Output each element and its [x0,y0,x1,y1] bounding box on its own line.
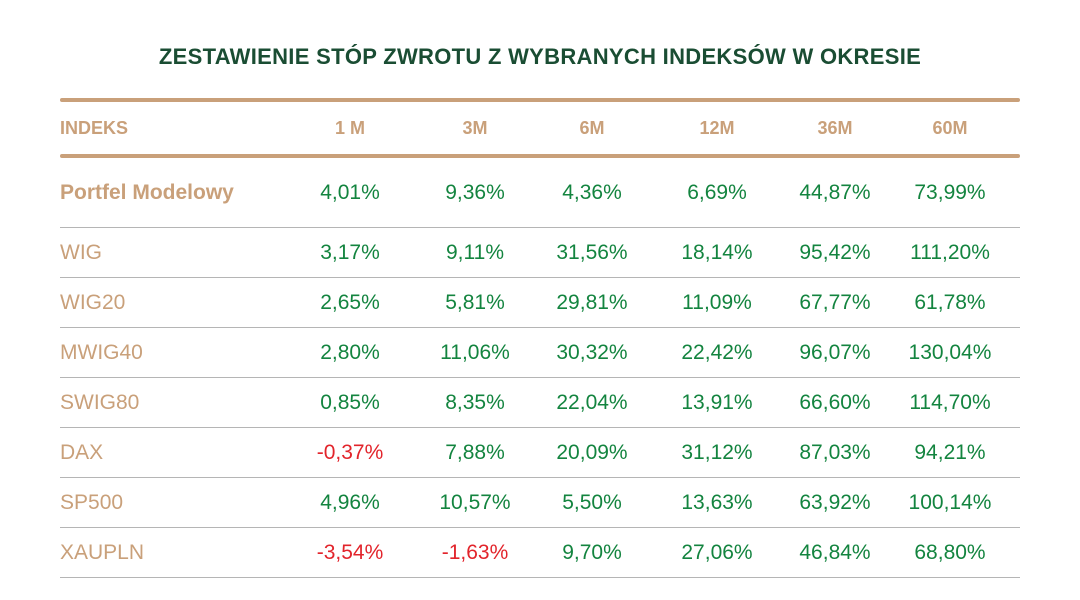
table-row: WIG 3,17% 9,11% 31,56% 18,14% 95,42% 111… [60,228,1020,278]
table-row: SWIG80 0,85% 8,35% 22,04% 13,91% 66,60% … [60,378,1020,428]
return-cell: 4,01% [320,180,380,204]
return-cell: 11,09% [682,290,752,314]
return-cell: 3,17% [320,240,380,264]
index-name: MWIG40 [60,340,143,364]
return-cell: -1,63% [441,540,509,564]
return-cell: 68,80% [914,540,986,564]
return-cell: 9,36% [445,180,505,204]
return-cell: 100,14% [908,490,992,514]
table-row: MWIG40 2,80% 11,06% 30,32% 22,42% 96,07%… [60,328,1020,378]
index-name: Portfel Modelowy [60,180,234,204]
return-cell: 27,06% [681,540,753,564]
table-top-rule [60,98,1020,102]
return-cell: 73,99% [914,180,986,204]
return-cell: 8,35% [445,390,505,414]
page-title: ZESTAWIENIE STÓP ZWROTU Z WYBRANYCH INDE… [158,44,922,69]
header-60m: 60M [932,117,968,138]
return-cell: 96,07% [799,340,871,364]
return-cell: 9,70% [562,540,622,564]
return-cell: 4,36% [562,180,622,204]
return-cell: 31,56% [556,240,628,264]
return-cell: 31,12% [681,440,753,464]
return-cell: 66,60% [799,390,871,414]
return-cell: 2,65% [320,290,380,314]
return-cell: 111,20% [910,240,990,264]
return-cell: 87,03% [799,440,871,464]
return-cell: 67,77% [799,290,871,314]
return-cell: 5,50% [562,490,622,514]
table-row: DAX -0,37% 7,88% 20,09% 31,12% 87,03% 94… [60,428,1020,478]
return-cell: 6,69% [687,180,747,204]
return-cell: 18,14% [681,240,753,264]
return-cell: 22,42% [681,340,753,364]
return-cell: 9,11% [446,240,504,264]
return-cell: 114,70% [909,390,991,414]
table-row: WIG20 2,65% 5,81% 29,81% 11,09% 67,77% 6… [60,278,1020,328]
return-cell: 94,21% [914,440,986,464]
return-cell: -3,54% [316,540,384,564]
return-cell: 5,81% [445,290,505,314]
header-36m: 36M [817,117,853,138]
header-6m: 6M [579,117,605,138]
return-cell: 130,04% [908,340,992,364]
table-header-row: INDEKS 1 M 3M 6M 12M 36M 60M [60,102,1020,154]
return-cell: 22,04% [556,390,628,414]
header-1m: 1 M [334,117,365,138]
table-body: Portfel Modelowy 4,01% 9,36% 4,36% 6,69%… [60,158,1020,578]
return-cell: 2,80% [320,340,380,364]
return-cell: 13,91% [681,390,753,414]
return-cell: -0,37% [316,440,384,464]
index-name: SP500 [60,490,124,514]
header-3m: 3M [462,117,488,138]
index-name: DAX [60,440,104,464]
table-header-rule [60,154,1020,158]
return-cell: 10,57% [439,490,511,514]
index-name: WIG [60,240,102,264]
return-cell: 0,85% [320,390,380,414]
return-cell: 7,88% [445,440,505,464]
return-cell: 29,81% [556,290,628,314]
return-cell: 46,84% [799,540,871,564]
return-cell: 13,63% [681,490,753,514]
returns-table: INDEKS 1 M 3M 6M 12M 36M 60M Portfel Mod… [60,98,1020,578]
index-name: SWIG80 [60,390,140,414]
return-cell: 4,96% [320,490,380,514]
return-cell: 20,09% [556,440,628,464]
table-row: Portfel Modelowy 4,01% 9,36% 4,36% 6,69%… [60,158,1020,228]
return-cell: 95,42% [799,240,871,264]
table-row: SP500 4,96% 10,57% 5,50% 13,63% 63,92% 1… [60,478,1020,528]
return-cell: 44,87% [799,180,871,204]
index-name: WIG20 [60,290,126,314]
return-cell: 11,06% [440,340,510,364]
return-cell: 30,32% [556,340,628,364]
return-cell: 63,92% [799,490,871,514]
header-12m: 12M [699,117,735,138]
index-name: XAUPLN [60,540,145,564]
table-row: XAUPLN -3,54% -1,63% 9,70% 27,06% 46,84%… [60,528,1020,578]
return-cell: 61,78% [914,290,986,314]
header-index: INDEKS [60,117,129,138]
